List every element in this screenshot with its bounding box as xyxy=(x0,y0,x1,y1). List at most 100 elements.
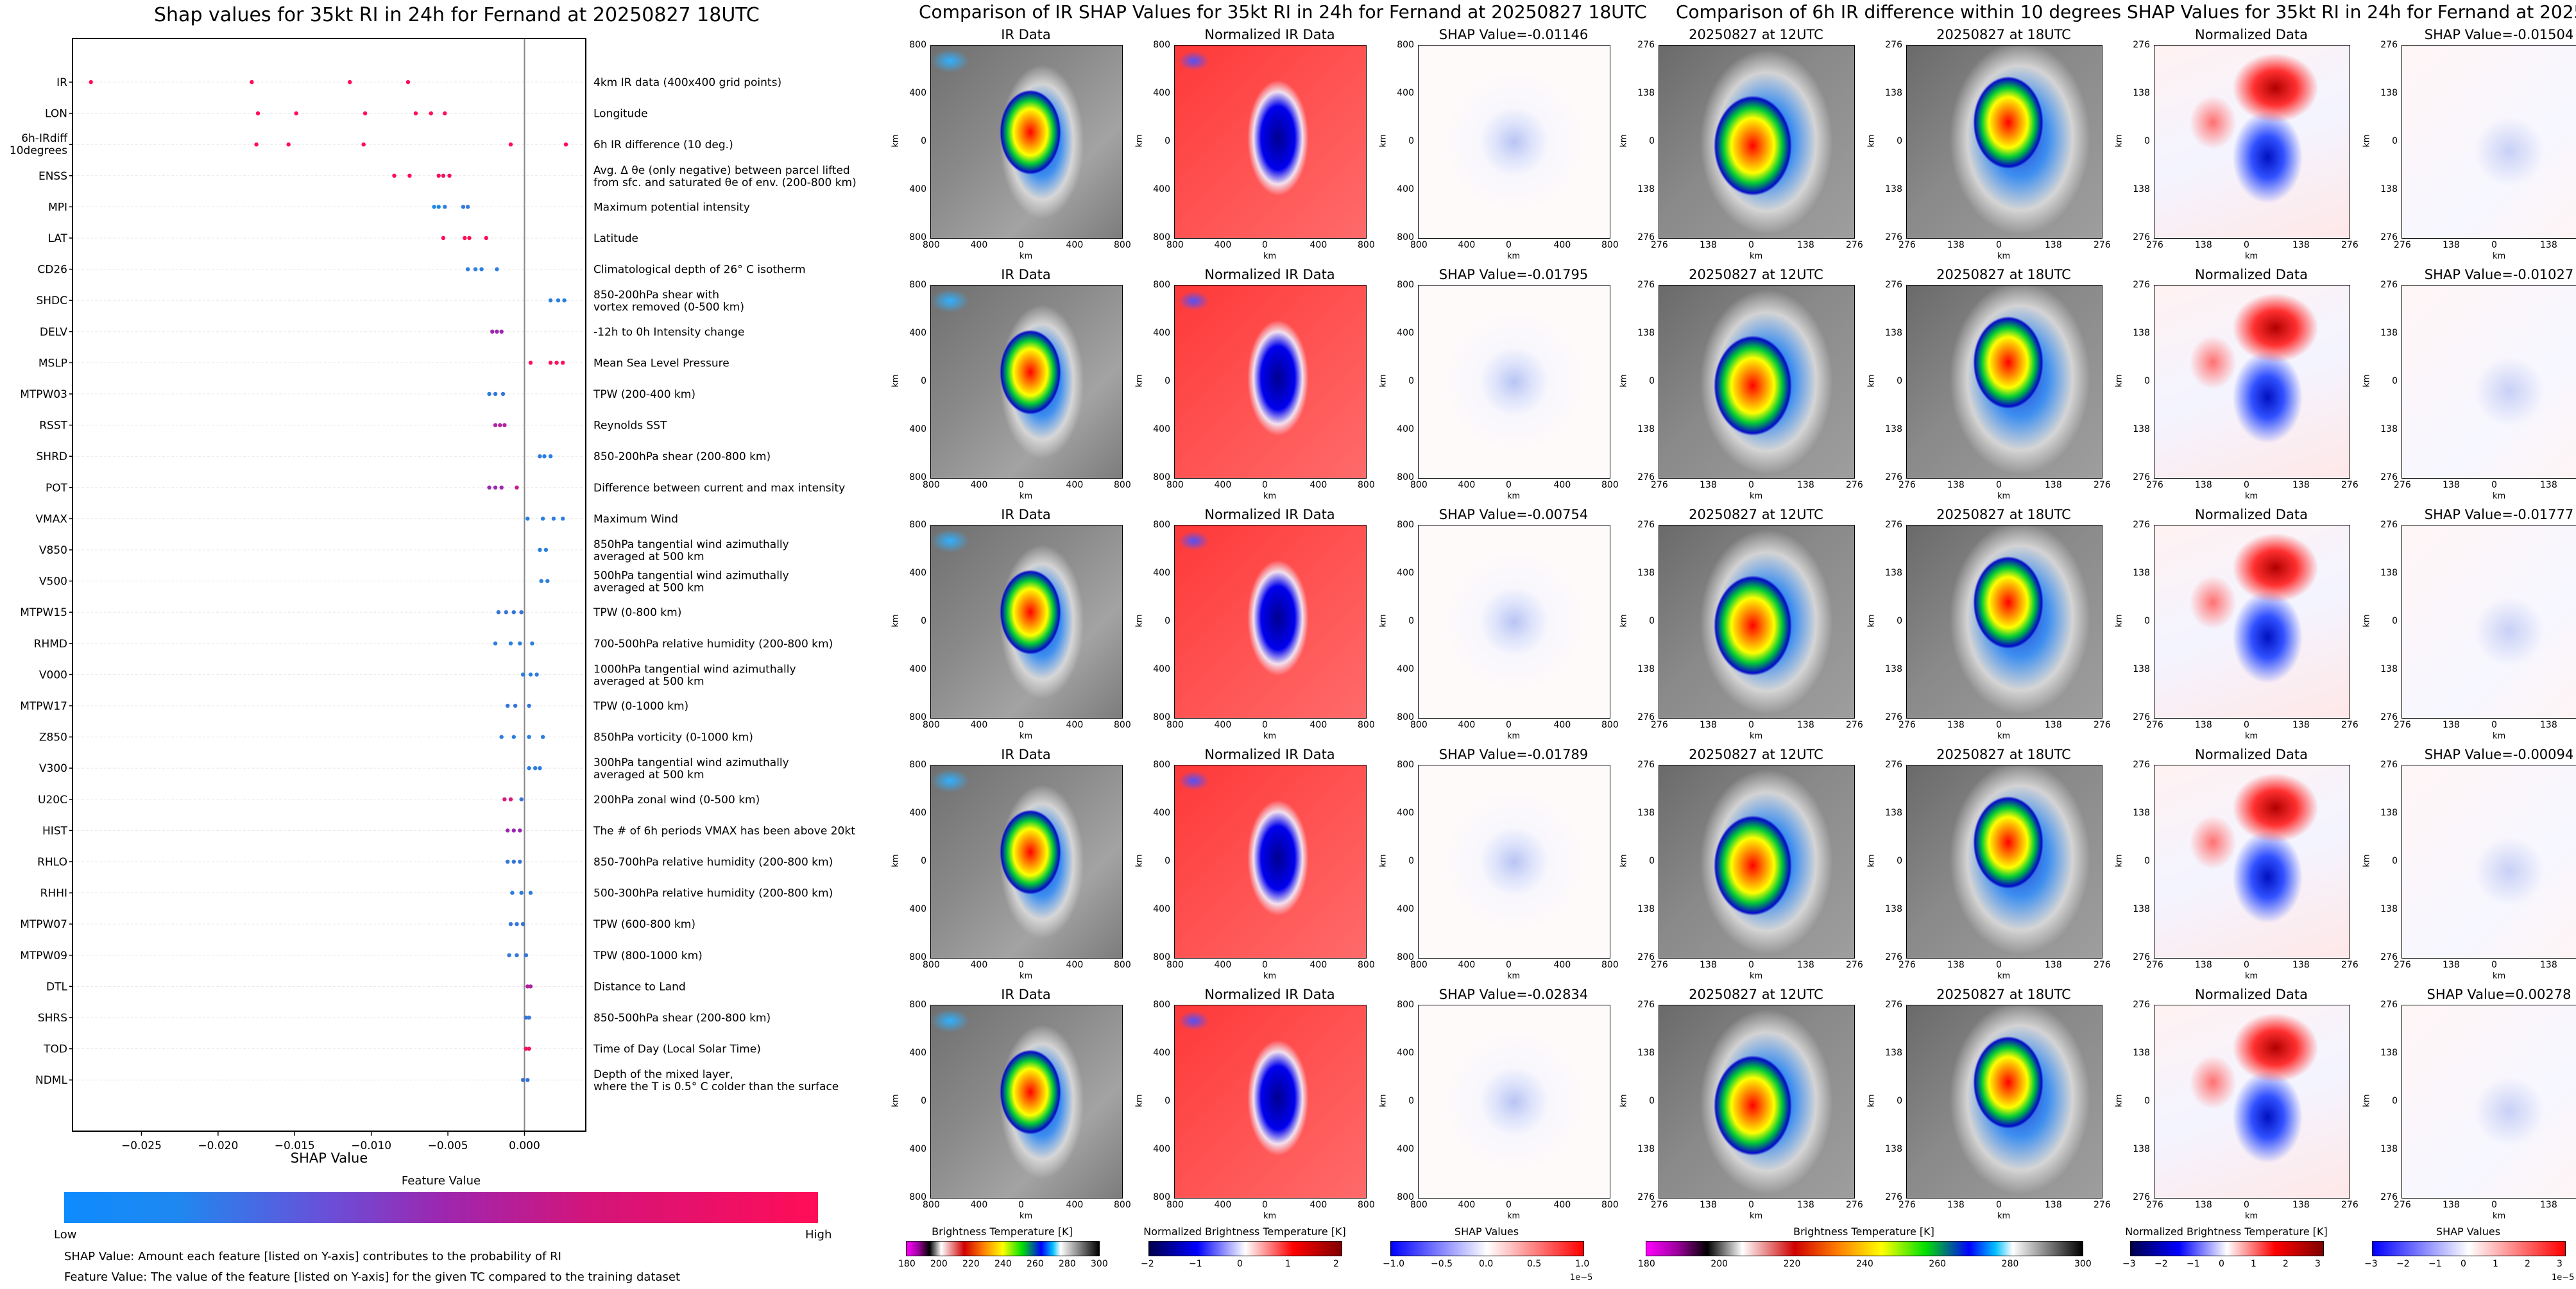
colorbar-title: Brightness Temperature [K] xyxy=(932,1225,1073,1238)
axis-tick-label: 0 xyxy=(2144,856,2150,866)
x-axis-label: km xyxy=(1507,971,1521,981)
shap-point xyxy=(528,361,533,365)
feature-colorbar-title: Feature Value xyxy=(401,1174,481,1188)
axis-tick-label: 0.0 xyxy=(1479,1259,1494,1269)
axis-tick-label: 276 xyxy=(1898,240,1916,250)
axis-tick-label: −1.0 xyxy=(1383,1259,1404,1269)
axis-tick-label: 0 xyxy=(1018,960,1024,970)
axis-tick-label: 0 xyxy=(2244,480,2249,490)
feature-label: ENSS xyxy=(38,170,67,183)
shap-point xyxy=(515,953,519,958)
axis-tick-label: 276 xyxy=(2146,1200,2163,1210)
axis-tick-label: 0 xyxy=(921,856,926,866)
shap-point xyxy=(250,80,254,85)
axis-tick-label: 138 xyxy=(2540,480,2557,490)
axis-tick-label: 138 xyxy=(1797,480,1814,490)
shap-point xyxy=(487,485,491,490)
colorbar-low-label: Low xyxy=(54,1228,77,1242)
feature-description: 1000hPa tangential wind azimuthally avera… xyxy=(593,663,796,688)
axis-tick-label: 276 xyxy=(1846,240,1863,250)
axis-tick-label: 276 xyxy=(1885,952,1902,962)
axis-tick-label: 276 xyxy=(2146,240,2163,250)
feature-label: IR xyxy=(56,76,67,89)
axis-tick-label: 138 xyxy=(1885,88,1902,98)
feature-description: 850-700hPa relative humidity (200-800 km… xyxy=(593,856,833,869)
axis-tick-label: 276 xyxy=(1846,960,1863,970)
panel-title: SHAP Value=-0.00094 xyxy=(2424,747,2574,762)
axis-tick-label: 800 xyxy=(1153,760,1170,770)
axis-tick-label: 0 xyxy=(921,616,926,626)
shap-point xyxy=(561,361,565,365)
panel-title: Normalized Data xyxy=(2195,267,2308,282)
feature-label: U20C xyxy=(38,794,67,807)
shap-point xyxy=(463,235,467,241)
shap-point xyxy=(502,797,507,802)
axis-tick-label: 800 xyxy=(1397,952,1414,962)
axis-tick-label: 138 xyxy=(2292,1200,2310,1210)
axis-tick-label: 276 xyxy=(1637,232,1655,243)
panel-title: SHAP Value=0.00278 xyxy=(2427,987,2572,1002)
axis-tick-label: 138 xyxy=(1637,568,1655,578)
axis-tick-label: 276 xyxy=(2133,280,2150,290)
axis-tick-label: 400 xyxy=(970,240,988,250)
y-axis-label: km xyxy=(891,1094,901,1107)
axis-tick-label: 400 xyxy=(1397,1144,1414,1154)
x-axis-label: km xyxy=(1019,731,1033,741)
y-axis-label: km xyxy=(1378,854,1388,867)
axis-tick-label: 0 xyxy=(1262,960,1268,970)
shap-point xyxy=(525,1078,530,1082)
shap-point xyxy=(508,797,513,802)
y-axis-label: km xyxy=(2362,1094,2372,1107)
axis-tick-label: 800 xyxy=(1397,760,1414,770)
colorbar-exponent: 1e−5 xyxy=(1570,1273,1593,1283)
axis-tick-label: 400 xyxy=(1066,720,1084,730)
axis-tick-label: 0 xyxy=(1506,960,1512,970)
feature-label: VMAX xyxy=(35,513,67,525)
axis-tick-label: 2 xyxy=(1333,1259,1339,1269)
feature-description: 300hPa tangential wind azimuthally averag… xyxy=(593,756,789,781)
feature-description: The # of 6h periods VMAX has been above … xyxy=(593,824,855,837)
axis-tick-label: 400 xyxy=(1153,1144,1170,1154)
x-axis-label: km xyxy=(1507,491,1521,501)
axis-tick-label: 138 xyxy=(2380,808,2398,818)
shap-point xyxy=(487,391,491,397)
shap-point xyxy=(539,579,543,583)
panel-title: 20250827 at 18UTC xyxy=(1936,747,2071,762)
y-axis-label: km xyxy=(2362,854,2372,867)
shap-point xyxy=(511,828,516,833)
axis-tick-label: 400 xyxy=(1553,480,1571,490)
axis-tick-label: 138 xyxy=(2045,720,2062,730)
axis-tick-label: 276 xyxy=(2380,760,2398,770)
irdiff-comparison-title: Comparison of 6h IR difference within 10… xyxy=(1676,1,2576,22)
axis-tick-label: 0 xyxy=(1996,240,2002,250)
axis-tick-label: 800 xyxy=(909,232,926,243)
satellite-image-panel xyxy=(2154,45,2350,239)
axis-tick-label: 400 xyxy=(1066,240,1084,250)
colorbar xyxy=(2372,1241,2566,1256)
axis-tick-label: 276 xyxy=(1637,40,1655,50)
axis-tick-label: 276 xyxy=(2094,960,2111,970)
panel-title: 20250827 at 12UTC xyxy=(1689,507,1823,522)
axis-tick-label: 240 xyxy=(994,1259,1012,1269)
axis-tick-label: 400 xyxy=(1458,240,1476,250)
axis-tick-label: 276 xyxy=(2146,960,2163,970)
x-axis-label: km xyxy=(1997,252,2011,261)
axis-tick-label: 800 xyxy=(923,960,940,970)
axis-tick-label: 276 xyxy=(2094,1200,2111,1210)
axis-tick-label: 0 xyxy=(1649,136,1655,146)
axis-tick-label: 138 xyxy=(2133,1048,2150,1058)
axis-tick-label: 400 xyxy=(1309,1200,1327,1210)
colorbar-title: SHAP Values xyxy=(1454,1225,1519,1238)
axis-tick-label: 276 xyxy=(1885,520,1902,530)
axis-tick-label: 138 xyxy=(2133,808,2150,818)
x-axis-label: km xyxy=(1263,731,1277,741)
axis-tick-label: 138 xyxy=(1637,904,1655,914)
shap-point xyxy=(254,142,259,147)
axis-tick-label: 276 xyxy=(2133,1000,2150,1010)
axis-tick-label: 800 xyxy=(1114,240,1131,250)
shap-point xyxy=(255,111,260,115)
axis-tick-label: 400 xyxy=(1458,1200,1476,1210)
axis-tick-label: 400 xyxy=(1153,88,1170,98)
axis-tick-label: 400 xyxy=(909,328,926,338)
axis-tick-label: 138 xyxy=(1797,240,1814,250)
